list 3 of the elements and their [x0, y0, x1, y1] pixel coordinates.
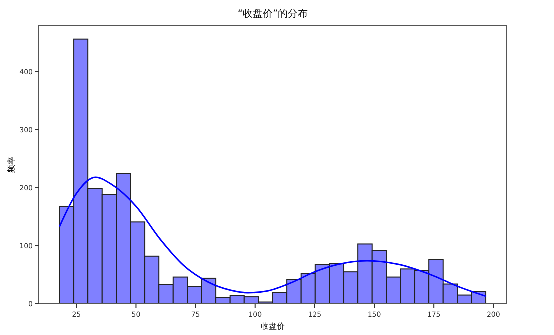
- chart-title: “收盘价”的分布: [238, 8, 308, 20]
- y-axis-title: 频率: [7, 157, 16, 173]
- x-axis-title: 收盘价: [261, 322, 285, 331]
